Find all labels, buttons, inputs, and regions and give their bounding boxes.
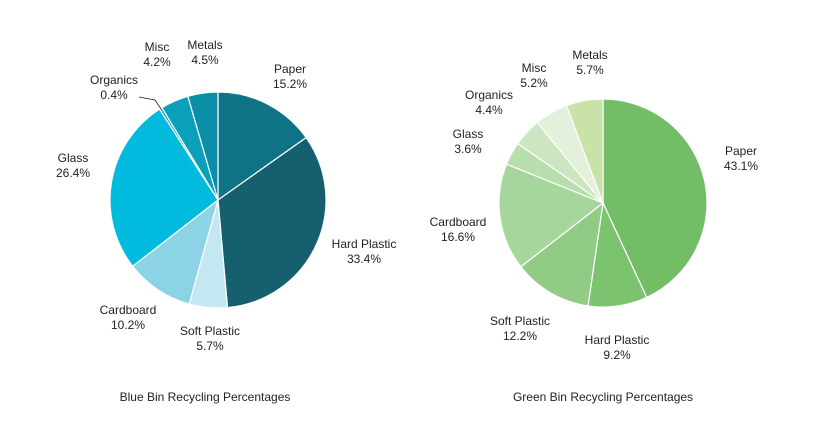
slice-label-soft-plastic: Soft Plastic 5.7% <box>180 324 240 353</box>
slice-label-organics: Organics 0.4% <box>90 73 138 102</box>
blue-bin-chart-title: Blue Bin Recycling Percentages <box>120 390 291 404</box>
green-bin-chart-title: Green Bin Recycling Percentages <box>513 390 693 404</box>
slice-label-hard-plastic: Hard Plastic 33.4% <box>332 237 397 266</box>
slice-label-hard-plastic: Hard Plastic 9.2% <box>585 333 650 362</box>
pie-slice-paper <box>217 91 307 202</box>
slice-label-glass: Glass 26.4% <box>56 151 90 180</box>
pie-slice-metals <box>187 91 219 201</box>
green-bin-labels: Paper 43.1% Hard Plastic 9.2% Soft Plastic 12… <box>430 48 759 362</box>
leader-line <box>138 96 162 110</box>
slice-label-glass: Glass 3.6% <box>453 127 484 156</box>
pie-slice-glass <box>109 108 219 268</box>
pie-slice-cardboard <box>498 163 605 268</box>
pie-slice-soft-plastic <box>519 201 604 307</box>
blue-bin-pie <box>109 91 327 309</box>
pie-slice-metals <box>565 98 604 204</box>
slice-label-misc: Misc 4.2% <box>143 40 171 69</box>
slice-label-cardboard: Cardboard 10.2% <box>100 303 157 332</box>
slice-label-metals: Metals 4.5% <box>187 38 222 67</box>
slice-label-soft-plastic: Soft Plastic 12.2% <box>490 314 550 343</box>
slice-label-cardboard: Cardboard 16.6% <box>430 215 487 244</box>
slice-label-paper: Paper 43.1% <box>724 144 758 173</box>
green-bin-pie <box>498 98 708 308</box>
slice-label-paper: Paper 15.2% <box>273 62 307 91</box>
blue-bin-labels: Paper 15.2% Hard Plastic 33.4% Soft Plastic 5… <box>56 38 396 353</box>
slice-label-organics: Organics 4.4% <box>465 88 513 117</box>
slice-label-misc: Misc 5.2% <box>520 61 548 90</box>
pie-slice-hard-plastic <box>217 136 327 309</box>
pie-slice-paper <box>602 98 708 299</box>
slice-label-metals: Metals 5.7% <box>572 48 607 77</box>
